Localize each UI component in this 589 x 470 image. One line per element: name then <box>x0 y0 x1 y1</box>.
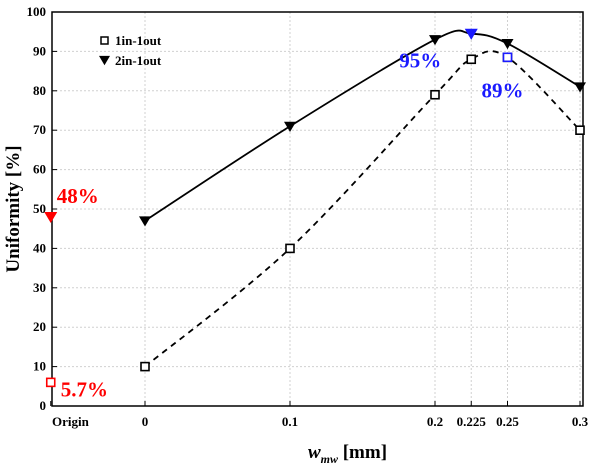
y-tick-label: 60 <box>33 162 46 177</box>
highlight-label: 89% <box>482 78 524 102</box>
y-tick-label: 100 <box>27 4 47 19</box>
highlighted-points: 48% 5.7% 95% 89% <box>44 28 524 401</box>
series-line-2in-1out <box>144 29 581 222</box>
y-axis-title: Uniformity [%] <box>3 145 24 272</box>
y-tick-label: 70 <box>33 122 46 137</box>
y-tick-label: 90 <box>33 43 46 58</box>
grid <box>52 12 583 406</box>
y-tick-label: 40 <box>33 240 46 255</box>
legend-marker-2in-1out <box>99 55 110 66</box>
highlight-label: 95% <box>399 49 441 73</box>
x-axis-title-subscript: mw <box>321 452 339 466</box>
x-tick-label: Origin <box>52 414 90 429</box>
highlight-label: 5.7% <box>61 377 108 401</box>
highlight-marker <box>502 52 513 63</box>
x-tick-label: 0.2 <box>427 414 443 429</box>
highlight-marker <box>44 212 58 224</box>
series-2in-1out <box>139 29 586 227</box>
data-point-1in-1out <box>466 54 477 65</box>
data-point-1in-1out <box>140 361 150 372</box>
data-point-1in-1out <box>285 243 295 254</box>
x-tick-label: 0.1 <box>282 414 298 429</box>
legend-label-2in-1out: 2in-1out <box>115 53 162 68</box>
x-tick-label: 0.25 <box>496 414 519 429</box>
legend-marker-1in-1out <box>100 36 109 45</box>
x-tick-label: 0.3 <box>572 414 589 429</box>
data-point-2in-1out <box>284 121 296 132</box>
legend: 1in-1out 2in-1out <box>99 33 162 68</box>
highlight-label: 48% <box>57 184 99 208</box>
y-tick-label: 50 <box>33 201 46 216</box>
axis-ticks: 0 10 20 30 40 50 60 70 80 90 100 Origin 0 0.1 0.2 0.225… <box>27 4 589 429</box>
x-axis-title-unit: [mm] <box>338 442 387 463</box>
x-axis-title-symbol: w <box>308 442 321 463</box>
data-point-1in-1out <box>575 125 585 135</box>
x-axis-title: wmw [mm] <box>308 442 387 466</box>
y-tick-label: 0 <box>40 398 47 413</box>
y-tick-label: 10 <box>33 359 46 374</box>
x-tick-label: 0 <box>142 414 149 429</box>
highlight-marker <box>464 28 478 40</box>
y-tick-label: 30 <box>33 280 46 295</box>
data-point-2in-1out <box>139 216 151 227</box>
data-point-2in-1out <box>574 82 586 93</box>
y-tick-label: 80 <box>33 83 46 98</box>
data-point-2in-1out <box>429 35 441 46</box>
data-point-2in-1out <box>501 39 514 50</box>
data-point-1in-1out <box>430 89 440 100</box>
y-tick-label: 20 <box>33 319 46 334</box>
x-tick-label: 0.225 <box>457 414 487 429</box>
highlight-marker <box>45 377 56 388</box>
legend-label-1in-1out: 1in-1out <box>115 33 162 48</box>
